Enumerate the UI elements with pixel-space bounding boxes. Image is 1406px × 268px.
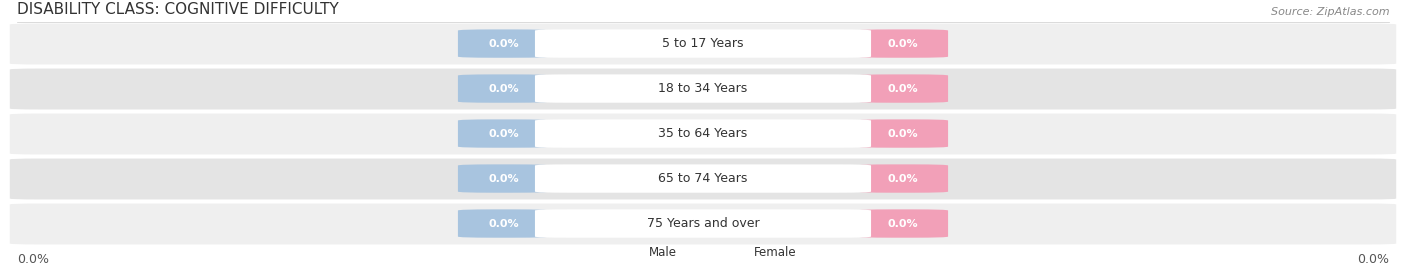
FancyBboxPatch shape xyxy=(858,164,948,193)
FancyBboxPatch shape xyxy=(858,29,948,58)
FancyBboxPatch shape xyxy=(10,203,1396,244)
FancyBboxPatch shape xyxy=(534,29,872,58)
FancyBboxPatch shape xyxy=(858,75,948,103)
FancyBboxPatch shape xyxy=(534,119,872,148)
Text: 0.0%: 0.0% xyxy=(887,218,918,229)
Text: Source: ZipAtlas.com: Source: ZipAtlas.com xyxy=(1271,8,1389,17)
FancyBboxPatch shape xyxy=(858,209,948,238)
FancyBboxPatch shape xyxy=(458,75,548,103)
Text: 5 to 17 Years: 5 to 17 Years xyxy=(662,37,744,50)
Text: 75 Years and over: 75 Years and over xyxy=(647,217,759,230)
Text: 0.0%: 0.0% xyxy=(887,174,918,184)
FancyBboxPatch shape xyxy=(858,119,948,148)
FancyBboxPatch shape xyxy=(534,164,872,193)
Text: 0.0%: 0.0% xyxy=(887,129,918,139)
FancyBboxPatch shape xyxy=(10,114,1396,154)
Text: 18 to 34 Years: 18 to 34 Years xyxy=(658,82,748,95)
Text: 0.0%: 0.0% xyxy=(488,129,519,139)
FancyBboxPatch shape xyxy=(458,119,548,148)
Text: 35 to 64 Years: 35 to 64 Years xyxy=(658,127,748,140)
FancyBboxPatch shape xyxy=(609,248,640,256)
FancyBboxPatch shape xyxy=(714,248,745,256)
Text: Male: Male xyxy=(648,245,676,259)
FancyBboxPatch shape xyxy=(534,209,872,238)
Text: 0.0%: 0.0% xyxy=(887,39,918,49)
FancyBboxPatch shape xyxy=(10,159,1396,199)
FancyBboxPatch shape xyxy=(534,75,872,103)
Text: 0.0%: 0.0% xyxy=(17,253,49,266)
Text: 0.0%: 0.0% xyxy=(488,84,519,94)
Text: 65 to 74 Years: 65 to 74 Years xyxy=(658,172,748,185)
Text: 0.0%: 0.0% xyxy=(1357,253,1389,266)
FancyBboxPatch shape xyxy=(458,29,548,58)
FancyBboxPatch shape xyxy=(458,209,548,238)
Text: 0.0%: 0.0% xyxy=(488,218,519,229)
FancyBboxPatch shape xyxy=(10,69,1396,110)
Text: 0.0%: 0.0% xyxy=(887,84,918,94)
FancyBboxPatch shape xyxy=(10,24,1396,65)
FancyBboxPatch shape xyxy=(458,164,548,193)
Text: DISABILITY CLASS: COGNITIVE DIFFICULTY: DISABILITY CLASS: COGNITIVE DIFFICULTY xyxy=(17,2,339,17)
Text: Female: Female xyxy=(754,245,796,259)
Text: 0.0%: 0.0% xyxy=(488,39,519,49)
Text: 0.0%: 0.0% xyxy=(488,174,519,184)
